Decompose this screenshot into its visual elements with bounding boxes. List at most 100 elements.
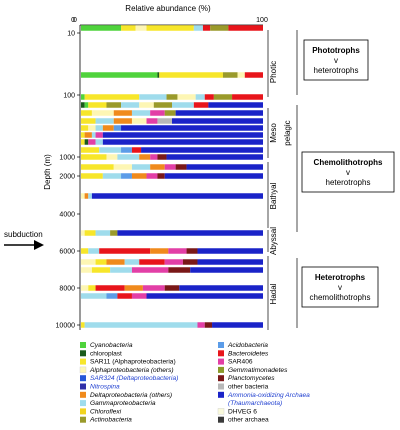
bar-segment-delta	[102, 125, 114, 131]
x-tick-label: 0	[73, 17, 77, 24]
bar-segment-aoa	[190, 267, 263, 273]
bar-segment-act	[213, 94, 233, 100]
sample-bar	[81, 125, 263, 131]
bar-segment-plan	[157, 154, 167, 160]
bar-segment-aoa	[179, 285, 263, 291]
bar-segment-delta	[113, 110, 132, 116]
bar-segment-bact	[139, 259, 165, 265]
bar-segment-gamma	[195, 94, 205, 100]
bar-segment-cya	[81, 25, 122, 31]
bar-segment-bact	[202, 25, 211, 31]
legend-label-dhveg: DHVEG 6	[228, 408, 257, 415]
side-panel-heterotrophs: Heterotrophs v chemolithotrophs	[296, 258, 379, 328]
sample-bar	[81, 94, 263, 100]
sample-bar	[81, 72, 263, 78]
bar-segment-sar11	[81, 173, 103, 179]
sample-bar	[81, 147, 263, 153]
legend-swatch-delta	[80, 391, 86, 398]
bar-segment-gamma	[121, 102, 140, 108]
svg-text:Heterotrophs: Heterotrophs	[315, 273, 366, 282]
bar-segment-sar11	[81, 248, 89, 254]
zone-label-abyssal: Abyssal	[269, 227, 278, 255]
svg-text:Chemolithotrophs: Chemolithotrophs	[314, 158, 383, 167]
y-tick-label: 0	[71, 17, 75, 24]
bar-segment-delta	[84, 193, 89, 199]
legend-swatch-ob	[218, 383, 224, 390]
bar-segment-gamma	[84, 322, 198, 328]
bar-segment-sar406	[142, 285, 165, 291]
side-panel-chemolithotrophs: Chemolithotrophs v heterotrophs	[296, 105, 395, 232]
sample-bar	[81, 259, 263, 265]
bar-segment-acid	[106, 293, 118, 299]
y-tick-label: 6000	[59, 249, 75, 256]
sample-bar	[81, 293, 263, 299]
legend-label-acid: Acidobacteria	[227, 342, 268, 349]
sample-bar	[81, 25, 263, 31]
bar-segment-delta	[84, 132, 92, 138]
bar-segment-sar11	[81, 132, 85, 138]
y-tick-label: 10	[67, 31, 75, 38]
bar-segment-bact	[228, 25, 263, 31]
legend-label-gem: Gemmatimonadetes	[228, 367, 288, 374]
bar-segment-act	[153, 102, 172, 108]
sample-bar	[81, 193, 263, 199]
bar-segment-gamma	[81, 293, 107, 299]
bar-segment-alpha	[91, 110, 114, 116]
bar-segment-gamma	[110, 267, 132, 273]
bar-segment-sar11	[91, 267, 111, 273]
sample-bar	[81, 285, 263, 291]
bar-segment-alpha	[106, 154, 118, 160]
bar-segment-sar11	[95, 259, 107, 265]
bar-segment-act	[106, 102, 122, 108]
svg-text:v: v	[346, 168, 350, 177]
bar-segment-act	[166, 94, 178, 100]
bar-segment-gamma	[88, 193, 92, 199]
bar-segment-gamma	[172, 102, 194, 108]
bar-segment-chl	[81, 102, 85, 108]
x-axis-title: Relative abundance (%)	[125, 4, 211, 13]
legend-label-oa: other archaea	[228, 417, 269, 424]
bar-segment-sar11	[84, 230, 96, 236]
bar-segment-sar11	[84, 94, 140, 100]
bar-segment-chl	[157, 72, 160, 78]
zone-label-hadal: Hadal	[269, 283, 278, 304]
bar-segment-alpha	[139, 102, 154, 108]
legend-swatch-alpha	[79, 366, 87, 374]
bar-segment-sar406	[146, 118, 158, 124]
bar-segment-cya	[81, 72, 158, 78]
bar-segment-alpha	[88, 125, 96, 131]
legend-swatch-plan	[218, 375, 224, 382]
bar-segment-delta	[124, 285, 143, 291]
bar-segment-delta	[139, 154, 151, 160]
sample-bar	[81, 267, 263, 273]
bar-segment-alpha	[177, 94, 196, 100]
bar-segment-alpha	[81, 259, 96, 265]
bar-segment-aoa	[172, 118, 263, 124]
svg-text:heterotrophs: heterotrophs	[326, 178, 371, 187]
zone-labels: Photic Meso pelagic Bathyal Abyssal Hada…	[267, 30, 292, 330]
bar-segment-bact	[232, 94, 263, 100]
bar-segment-bact	[204, 94, 214, 100]
sample-bar	[81, 139, 263, 145]
bar-segment-cya	[84, 102, 89, 108]
sample-bar	[81, 132, 263, 138]
bar-segment-delta	[150, 248, 169, 254]
bar-segment-aoa	[197, 259, 263, 265]
legend-swatch-dhveg	[217, 408, 225, 415]
svg-text:v: v	[334, 56, 338, 65]
bar-segment-sar406	[168, 248, 187, 254]
legend-swatch-cya	[80, 342, 86, 348]
bar-segment-aoa	[164, 173, 263, 179]
bar-segment-bact	[131, 147, 142, 153]
bar-segment-alpha	[81, 267, 92, 273]
bar-segment-gamma	[117, 154, 140, 160]
bar-segment-act	[210, 25, 229, 31]
legend-label-aoa: Ammonia-oxidizing Archaea	[227, 392, 310, 399]
bar-segment-aoa	[91, 193, 263, 199]
bar-segment-gamma	[124, 259, 140, 265]
legend-label-ob: other bacteria	[228, 384, 269, 391]
bar-segment-plan	[186, 248, 198, 254]
bar-segment-bact	[117, 293, 132, 299]
